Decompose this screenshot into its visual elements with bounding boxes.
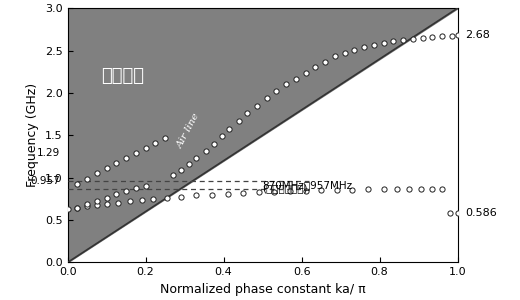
Point xyxy=(255,190,263,195)
Text: 2.68: 2.68 xyxy=(465,30,490,40)
Point xyxy=(453,210,462,215)
Point xyxy=(380,40,388,45)
Point xyxy=(235,118,243,123)
Point xyxy=(405,187,413,191)
Point xyxy=(163,195,171,200)
Point xyxy=(399,37,407,42)
Point xyxy=(169,173,177,178)
Point xyxy=(448,33,456,38)
Point xyxy=(149,196,158,201)
Point xyxy=(409,36,417,41)
Point xyxy=(176,194,185,199)
Point xyxy=(93,203,101,208)
Text: 0.586: 0.586 xyxy=(465,208,497,218)
Point xyxy=(438,34,446,38)
Point xyxy=(73,181,82,186)
Point xyxy=(192,156,201,161)
Point xyxy=(132,150,140,155)
Point xyxy=(438,187,446,191)
Point xyxy=(453,33,462,38)
Point xyxy=(102,195,111,200)
Point xyxy=(83,202,92,207)
Point xyxy=(161,136,170,141)
Point xyxy=(393,187,401,191)
Point xyxy=(417,187,425,191)
Point xyxy=(253,103,261,108)
Point xyxy=(341,51,349,56)
Point xyxy=(176,168,185,172)
Point xyxy=(380,187,388,192)
Point xyxy=(317,188,326,193)
Point xyxy=(389,39,397,44)
Point xyxy=(83,204,92,209)
Point xyxy=(286,189,294,194)
Point xyxy=(112,160,121,165)
Point xyxy=(102,166,111,170)
Point xyxy=(263,96,271,100)
Point xyxy=(370,42,378,47)
Point xyxy=(93,171,101,176)
Text: 870MHz～957MHz: 870MHz～957MHz xyxy=(263,180,353,190)
Point xyxy=(302,70,310,75)
Polygon shape xyxy=(68,8,458,262)
Point xyxy=(137,198,146,203)
Point xyxy=(151,140,160,145)
Point xyxy=(348,187,357,192)
Point xyxy=(331,54,339,59)
Point xyxy=(114,200,123,205)
Point xyxy=(122,155,130,160)
Text: Air line: Air line xyxy=(175,112,202,150)
Point xyxy=(185,162,193,167)
Point xyxy=(225,126,233,131)
Point xyxy=(292,76,300,81)
Point xyxy=(239,190,248,195)
Point xyxy=(126,199,134,204)
Point xyxy=(224,191,232,196)
Text: 0.957: 0.957 xyxy=(30,176,60,186)
Point xyxy=(270,189,279,194)
Point xyxy=(428,34,436,39)
Point xyxy=(333,188,341,192)
Point xyxy=(63,207,72,212)
Point xyxy=(102,202,111,206)
Text: 1.29: 1.29 xyxy=(36,148,60,158)
Point xyxy=(202,149,210,154)
X-axis label: Normalized phase constant ka/ π: Normalized phase constant ka/ π xyxy=(160,283,366,296)
Y-axis label: Frequency (GHz): Frequency (GHz) xyxy=(27,83,40,188)
Text: 速波領域: 速波領域 xyxy=(101,67,144,85)
Text: (漏波放射帯域): (漏波放射帯域) xyxy=(263,183,308,193)
Point xyxy=(243,111,251,116)
Point xyxy=(210,141,218,146)
Point xyxy=(192,193,201,198)
Point xyxy=(302,188,310,193)
Point xyxy=(446,211,454,216)
Point xyxy=(122,188,130,193)
Point xyxy=(428,187,436,191)
Point xyxy=(217,134,226,139)
Point xyxy=(93,199,101,203)
Point xyxy=(360,45,368,50)
Point xyxy=(132,186,140,191)
Point xyxy=(141,183,150,188)
Point xyxy=(311,64,319,69)
Point xyxy=(208,192,216,197)
Point xyxy=(73,206,82,210)
Point xyxy=(141,145,150,150)
Point xyxy=(282,82,290,87)
Point xyxy=(83,176,92,181)
Point xyxy=(272,89,280,94)
Point xyxy=(321,59,329,64)
Point xyxy=(112,192,121,197)
Point xyxy=(419,35,427,40)
Point xyxy=(350,47,358,52)
Point xyxy=(364,187,372,192)
Point xyxy=(73,206,82,210)
